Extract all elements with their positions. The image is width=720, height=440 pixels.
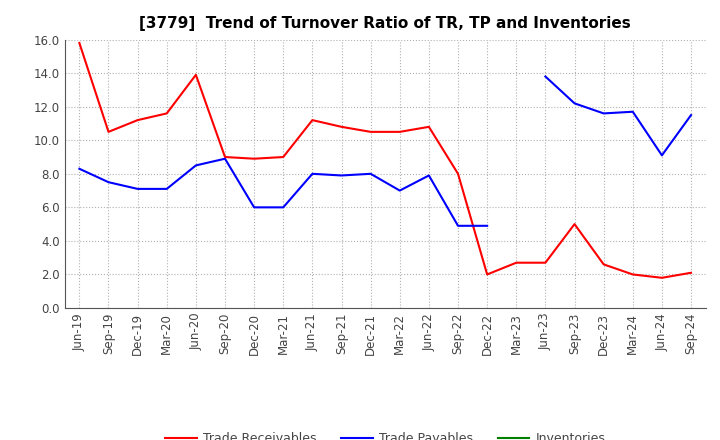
Line: Trade Payables: Trade Payables (79, 159, 487, 226)
Trade Receivables (366, 129, 375, 135)
Trade Receivables (599, 262, 608, 267)
Trade Receivables (104, 129, 113, 135)
Trade Payables (104, 180, 113, 185)
Trade Payables (220, 156, 229, 161)
Trade Payables (366, 171, 375, 176)
Trade Receivables (192, 72, 200, 77)
Trade Payables (483, 223, 492, 228)
Trade Payables (163, 186, 171, 191)
Trade Payables (308, 171, 317, 176)
Trade Payables (250, 205, 258, 210)
Trade Payables (337, 173, 346, 178)
Trade Receivables (308, 117, 317, 123)
Trade Receivables (220, 154, 229, 160)
Title: [3779]  Trend of Turnover Ratio of TR, TP and Inventories: [3779] Trend of Turnover Ratio of TR, TP… (140, 16, 631, 32)
Trade Payables (192, 163, 200, 168)
Trade Receivables (395, 129, 404, 135)
Trade Payables (425, 173, 433, 178)
Trade Payables (454, 223, 462, 228)
Trade Receivables (570, 221, 579, 227)
Trade Payables (279, 205, 287, 210)
Trade Receivables (512, 260, 521, 265)
Trade Receivables (541, 260, 550, 265)
Trade Receivables (454, 171, 462, 176)
Trade Receivables (250, 156, 258, 161)
Trade Payables (75, 166, 84, 172)
Trade Receivables (75, 40, 84, 46)
Trade Receivables (133, 117, 142, 123)
Trade Receivables (163, 111, 171, 116)
Legend: Trade Receivables, Trade Payables, Inventories: Trade Receivables, Trade Payables, Inven… (161, 427, 610, 440)
Trade Receivables (425, 124, 433, 129)
Trade Receivables (657, 275, 666, 280)
Trade Receivables (687, 270, 696, 275)
Line: Trade Receivables: Trade Receivables (79, 43, 691, 278)
Trade Payables (395, 188, 404, 193)
Trade Receivables (483, 272, 492, 277)
Trade Receivables (279, 154, 287, 160)
Trade Receivables (629, 272, 637, 277)
Trade Receivables (337, 124, 346, 129)
Trade Payables (133, 186, 142, 191)
